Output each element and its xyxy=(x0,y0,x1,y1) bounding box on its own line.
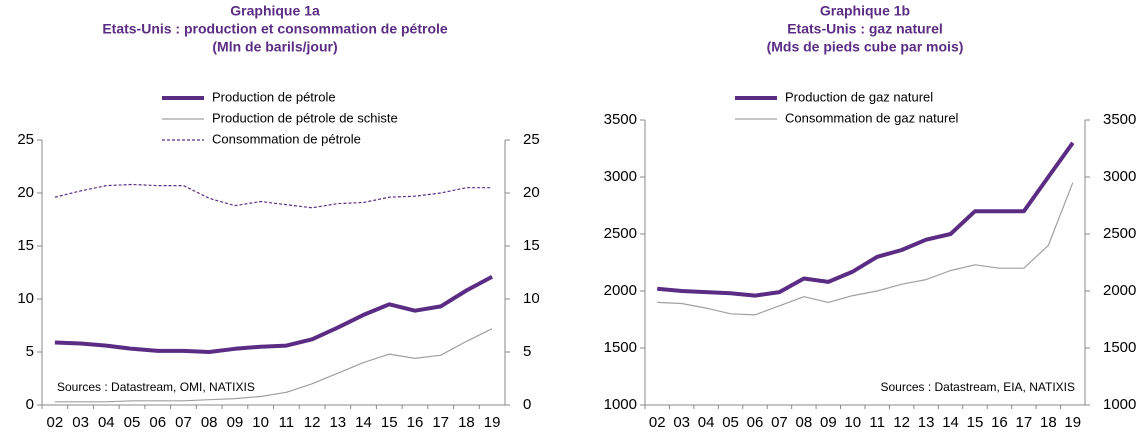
y-tick-label: 2500 xyxy=(604,225,637,242)
x-tick-label: 05 xyxy=(124,414,141,431)
x-tick-label: 18 xyxy=(1040,414,1057,431)
y2-tick-label: 10 xyxy=(523,290,540,307)
y2-tick-label: 2500 xyxy=(1103,225,1136,242)
annotation: Sources : Datastream, EIA, NATIXIS xyxy=(880,380,1075,394)
series-line xyxy=(54,274,494,354)
x-tick-label: 06 xyxy=(747,414,764,431)
x-tick-label: 07 xyxy=(771,414,788,431)
x-tick-label: 14 xyxy=(942,414,959,431)
x-tick-label: 08 xyxy=(201,414,218,431)
x-tick-label: 14 xyxy=(355,414,372,431)
y2-tick-label: 25 xyxy=(523,131,540,148)
x-tick-label: 05 xyxy=(722,414,739,431)
chart-subtitle: Etats-Unis : production et consommation … xyxy=(102,21,448,37)
chart-units: (Mln de barils/jour) xyxy=(212,39,337,55)
x-tick-label: 09 xyxy=(227,414,244,431)
x-tick-label: 17 xyxy=(432,414,449,431)
annotation: Sources : Datastream, OMI, NATIXIS xyxy=(57,380,255,394)
legend-label: Consommation de gaz naturel xyxy=(785,110,959,125)
x-tick-label: 13 xyxy=(918,414,935,431)
x-tick-label: 15 xyxy=(967,414,984,431)
y-tick-label: 25 xyxy=(17,131,34,148)
x-tick-label: 02 xyxy=(649,414,666,431)
y-tick-label: 1000 xyxy=(604,396,637,413)
x-tick-label: 07 xyxy=(175,414,192,431)
x-tick-label: 10 xyxy=(252,414,269,431)
x-tick-label: 04 xyxy=(98,414,115,431)
y-tick-label: 20 xyxy=(17,184,34,201)
x-tick-label: 11 xyxy=(869,414,885,431)
y-tick-label: 3000 xyxy=(604,168,637,185)
y-tick-label: 10 xyxy=(17,290,34,307)
y2-tick-label: 2000 xyxy=(1103,282,1136,299)
x-tick-label: 03 xyxy=(72,414,89,431)
x-tick-label: 11 xyxy=(279,414,295,431)
legend-label: Production de pétrole xyxy=(212,89,336,104)
chart-title: Graphique 1b xyxy=(820,3,910,19)
y2-tick-label: 15 xyxy=(523,237,540,254)
y2-tick-label: 1000 xyxy=(1103,396,1136,413)
series-line xyxy=(54,183,493,209)
x-tick-label: 02 xyxy=(47,414,64,431)
x-tick-label: 17 xyxy=(1016,414,1033,431)
y-tick-label: 0 xyxy=(26,396,34,413)
x-tick-label: 12 xyxy=(304,414,321,431)
x-tick-label: 18 xyxy=(458,414,475,431)
y-tick-label: 3500 xyxy=(604,111,637,128)
y2-tick-label: 1500 xyxy=(1103,339,1136,356)
series-line xyxy=(657,182,1074,316)
x-tick-label: 19 xyxy=(1064,414,1081,431)
y-tick-label: 1500 xyxy=(604,339,637,356)
x-tick-label: 04 xyxy=(698,414,715,431)
legend-label: Production de pétrole de schiste xyxy=(212,110,398,125)
x-tick-label: 12 xyxy=(893,414,910,431)
y-tick-label: 5 xyxy=(26,343,34,360)
x-tick-label: 06 xyxy=(149,414,166,431)
x-tick-label: 16 xyxy=(991,414,1008,431)
y2-tick-label: 20 xyxy=(523,184,540,201)
x-tick-label: 03 xyxy=(673,414,690,431)
y2-tick-label: 5 xyxy=(523,343,531,360)
y-tick-label: 15 xyxy=(17,237,34,254)
x-tick-label: 16 xyxy=(407,414,424,431)
series-line xyxy=(657,141,1075,298)
x-tick-label: 15 xyxy=(381,414,398,431)
y2-tick-label: 3000 xyxy=(1103,168,1136,185)
y2-tick-label: 3500 xyxy=(1103,111,1136,128)
y2-tick-label: 0 xyxy=(523,396,531,413)
legend-label: Consommation de pétrole xyxy=(212,131,361,146)
x-tick-label: 10 xyxy=(844,414,861,431)
x-tick-label: 13 xyxy=(329,414,346,431)
legend-label: Production de gaz naturel xyxy=(785,89,933,104)
series-line xyxy=(54,328,493,403)
x-tick-label: 19 xyxy=(484,414,501,431)
chart-units: (Mds de pieds cube par mois) xyxy=(767,39,964,55)
chart-title: Graphique 1a xyxy=(230,3,320,19)
y-tick-label: 2000 xyxy=(604,282,637,299)
chart-subtitle: Etats-Unis : gaz naturel xyxy=(787,21,943,37)
x-tick-label: 08 xyxy=(796,414,813,431)
x-tick-label: 09 xyxy=(820,414,837,431)
